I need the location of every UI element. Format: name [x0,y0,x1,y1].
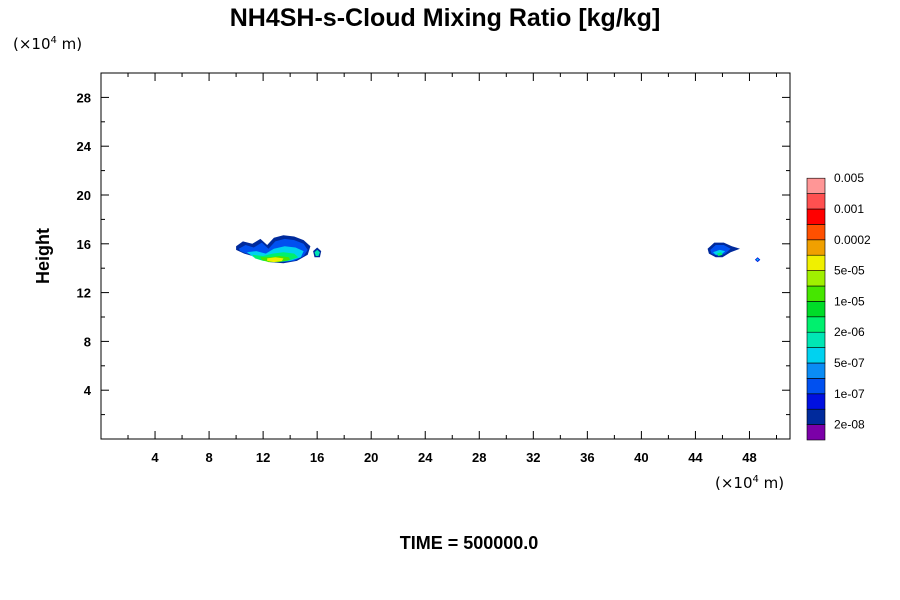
colorbar-swatch [806,316,826,333]
x-tick-label: 48 [742,450,756,465]
svg-text:(×104 m): (×104 m) [13,35,82,53]
y-unit-prefix: (×10 [13,35,51,53]
colorbar-swatch [806,239,826,256]
colorbar-swatch [806,224,826,241]
contour-level-5 [756,258,759,261]
x-tick-label: 8 [205,450,212,465]
x-tick-label: 20 [364,450,378,465]
x-unit-label: (×104 m) [715,474,784,492]
x-tick-label: 4 [151,450,159,465]
colorbar-swatch [806,177,826,194]
contour-level-11 [267,257,284,263]
x-tick-label: 32 [526,450,540,465]
x-tick-label: 40 [634,450,648,465]
chart-title: NH4SH-s-Cloud Mixing Ratio [kg/kg] [230,4,661,32]
colorbar-label: 0.001 [834,202,864,216]
x-unit-exponent: 4 [753,474,759,485]
colorbar-label: 1e-07 [834,387,865,401]
y-unit-label: (×104 m) [13,35,82,53]
colorbar-label: 2e-08 [834,418,865,432]
plot-frame [100,72,791,440]
x-tick-label: 24 [418,450,433,465]
colorbar-swatch [806,193,826,210]
contour-level-6 [314,249,320,256]
y-tick-label: 20 [77,188,91,203]
x-tick-label: 28 [472,450,486,465]
colorbar-swatch [806,270,826,287]
y-tick-label: 16 [77,237,91,252]
contour-level-7 [717,252,723,256]
colorbar-label: 0.005 [834,171,864,185]
colorbar-swatch [806,347,826,364]
colorbar-label: 5e-05 [834,264,865,278]
y-axis-label: Height [33,228,53,284]
colorbar: 2e-08 1e-07 5e-07 2e-06 1e-05 5e-05 0.0002 0.00… [806,171,871,441]
colorbar-swatch [806,254,826,271]
colorbar-label: 2e-06 [834,325,865,339]
y-tick-label: 12 [77,286,91,301]
y-tick-label: 8 [84,334,91,349]
cloud-west-fragment [313,247,322,258]
colorbar-swatch [806,408,826,425]
colorbar-label: 5e-07 [834,356,865,370]
y-unit-exponent: 4 [51,35,57,46]
colorbar-swatch [806,362,826,379]
svg-text:(×104 m): (×104 m) [715,474,784,492]
x-unit-suffix: m) [759,474,784,492]
colorbar-swatch [806,393,826,410]
time-label: TIME = 500000.0 [400,533,539,553]
x-tick-label: 16 [310,450,324,465]
contour-level-5 [713,249,726,255]
x-tick-label: 36 [580,450,594,465]
colorbar-swatch [806,331,826,348]
colorbar-swatch [806,424,826,441]
cloud-east [707,242,740,258]
colorbar-swatch [806,285,826,302]
cloud-east-dot [754,257,761,263]
y-tick-label: 28 [77,90,91,105]
x-tick-label: 12 [256,450,270,465]
cloud-contours [236,235,761,264]
colorbar-swatch [806,208,826,225]
y-unit-suffix: m) [57,35,82,53]
colorbar-label: 0.0002 [834,233,871,247]
y-tick-label: 24 [77,139,92,154]
x-unit-prefix: (×10 [715,474,753,492]
y-tick-label: 4 [84,383,92,398]
colorbar-label: 1e-05 [834,294,865,308]
x-tick-label: 44 [688,450,703,465]
cloud-west [236,235,311,264]
colorbar-swatch [806,378,826,395]
colorbar-swatch [806,301,826,318]
